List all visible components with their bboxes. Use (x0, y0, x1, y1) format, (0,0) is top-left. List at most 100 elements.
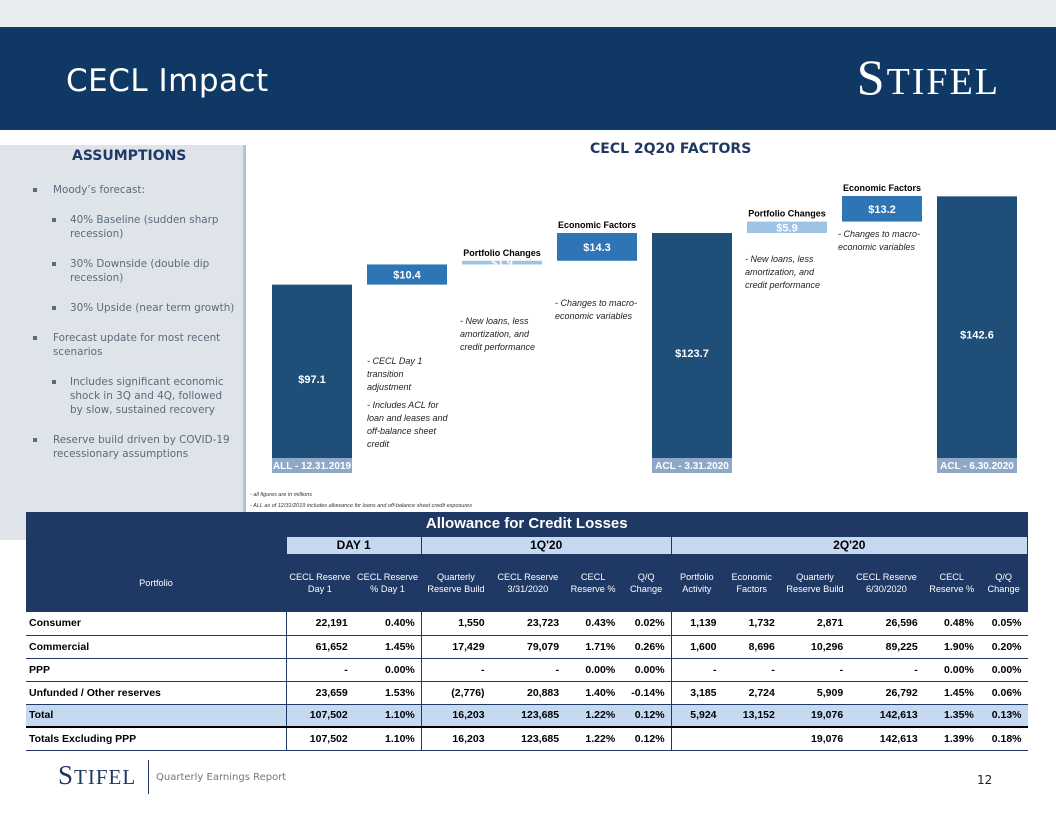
stifel-logo: STIFEL (857, 48, 1000, 106)
table-cell: 0.20% (979, 635, 1028, 659)
table-cell: 1.35% (923, 704, 980, 728)
table-cell: 2,724 (722, 681, 781, 705)
table-cell: 0.00% (353, 658, 422, 682)
bar-value-label: $123.7 (675, 348, 709, 360)
table-cell: 1.45% (923, 681, 980, 705)
bar-value-label: $13.2 (868, 204, 896, 216)
group-label: Economic Factors (843, 183, 921, 193)
table-cell: 0.00% (923, 658, 980, 682)
table-cell: 13,152 (722, 704, 781, 728)
group-2q20: 2Q'20 (670, 535, 1029, 555)
table-cell: 0.05% (979, 612, 1028, 636)
assumption-item: 30% Downside (double dip recession) (30, 257, 235, 285)
column-header: Portfolio Activity (671, 554, 723, 612)
column-header: Quarterly Reserve Build (421, 554, 491, 612)
row-label: PPP (26, 658, 286, 682)
footer-divider (148, 760, 149, 794)
table-row: Totals Excluding PPP 107,502 1.10% 16,203 12… (26, 726, 1028, 751)
increment-bar (367, 264, 447, 285)
row-label: Commercial (26, 635, 286, 659)
total-bar (937, 196, 1017, 473)
category-label: ALL - 12.31.2019 (273, 461, 352, 472)
table-cell: 0.26% (621, 635, 672, 659)
column-header: Q/Q Change (621, 554, 672, 612)
row-label: Unfunded / Other reserves (26, 681, 286, 705)
column-header: CECL Reserve % (565, 554, 622, 612)
note-q2-economic: - Changes to macro-economic variables (838, 229, 921, 252)
increment-bar (747, 221, 827, 234)
category-label: ACL - 6.30.2020 (940, 461, 1014, 472)
table-row: Total 107,502 1.10% 16,203 123,685 1.22% 0.12%… (26, 704, 1028, 728)
table-cell: 1.40% (565, 681, 622, 705)
table-cell: 1,732 (722, 612, 781, 636)
page-number: 12 (977, 773, 993, 787)
table-row: Unfunded / Other reserves 23,659 1.53% (2,7… (26, 681, 1028, 705)
table-cell: 2,871 (780, 612, 850, 636)
table-cell (670, 726, 723, 751)
category-label-bg (652, 458, 732, 473)
table-cell: 0.00% (979, 658, 1028, 682)
table-cell: 3,185 (670, 681, 723, 705)
footer-logo: STIFEL (58, 760, 136, 791)
footer-logo-cap: S (58, 760, 75, 790)
column-header: CECL Reserve Day 1 (286, 554, 354, 612)
assumption-item: 30% Upside (near term growth) (30, 301, 235, 315)
table-cell: 16,203 (420, 726, 491, 751)
table-cell: 123,685 (490, 704, 566, 728)
table-cell: 107,502 (285, 726, 354, 751)
table-cell: 0.00% (621, 658, 672, 682)
category-label: ACL - 3.31.2020 (655, 461, 729, 472)
table-header-row: Portfolio CECL Reserve Day 1 CECL Reserve … (26, 554, 1028, 612)
increment-bar (842, 195, 922, 222)
table-cell: - (670, 658, 723, 682)
assumptions-title: ASSUMPTIONS (72, 148, 187, 164)
table-cell: (2,776) (420, 681, 491, 705)
assumption-item: Reserve build driven by COVID-19 recessi… (30, 433, 235, 461)
logo-rest: TIFEL (886, 61, 1000, 103)
table-cell: 0.40% (353, 612, 422, 636)
table-cell: - (849, 658, 924, 682)
table-row: PPP -0.00% - -0.00% 0.00% - - - -0.00% 0.00% (26, 658, 1028, 682)
table-cell: 142,613 (849, 704, 924, 728)
assumption-item: 40% Baseline (sudden sharp recession) (30, 213, 235, 241)
table-row: Consumer 22,191 0.40% 1,550 23,723 0.43% 0.02%… (26, 612, 1028, 636)
note-q1-economic: - Changes to macro-economic variables (555, 298, 638, 321)
row-label: Totals Excluding PPP (26, 726, 286, 751)
table-cell: 1,139 (670, 612, 723, 636)
group-label: Portfolio Changes (748, 209, 826, 219)
table-cell: - (420, 658, 491, 682)
table-cell: 1.45% (353, 635, 422, 659)
note-q1-portfolio: - New loans, less amortization, and cred… (460, 316, 536, 352)
assumption-item: Includes significant economic shock in 3… (30, 375, 235, 417)
bar-value-label: $142.6 (960, 330, 994, 342)
table-cell: - (285, 658, 354, 682)
table-cell: 107,502 (285, 704, 354, 728)
table-cell: 1.53% (353, 681, 422, 705)
table-cell: 16,203 (420, 704, 491, 728)
allowance-table: Allowance for Credit Losses DAY 1 1Q'20 … (26, 512, 1029, 751)
table-cell: 1,550 (420, 612, 491, 636)
row-label: Consumer (26, 612, 286, 636)
table-cell: 0.48% (923, 612, 980, 636)
table-cell (722, 726, 781, 751)
bar-value-label: $5.9 (776, 222, 797, 234)
total-bar (652, 233, 732, 473)
table-cell: 0.12% (621, 704, 672, 728)
table-cell: 142,613 (849, 726, 924, 751)
table-cell: 10,296 (780, 635, 850, 659)
bar-value-label: $14.3 (583, 242, 611, 254)
column-header: Portfolio (26, 554, 286, 612)
table-cell: 61,652 (285, 635, 354, 659)
table-cell: -0.14% (621, 681, 672, 705)
chart-title: CECL 2Q20 FACTORS (590, 141, 752, 157)
table-cell: 23,723 (490, 612, 566, 636)
table-cell: 79,079 (490, 635, 566, 659)
note-q2-portfolio: - New loans, less amortization, and cred… (745, 254, 821, 290)
table-cell: 1.10% (353, 726, 422, 751)
bar-value-label: $97.1 (298, 374, 326, 386)
table-cell: 26,792 (849, 681, 924, 705)
column-header: CECL Reserve 3/31/2020 (490, 554, 566, 612)
footer-subtitle: Quarterly Earnings Report (156, 772, 287, 783)
table-cell: 22,191 (285, 612, 354, 636)
table-cell: 23,659 (285, 681, 354, 705)
